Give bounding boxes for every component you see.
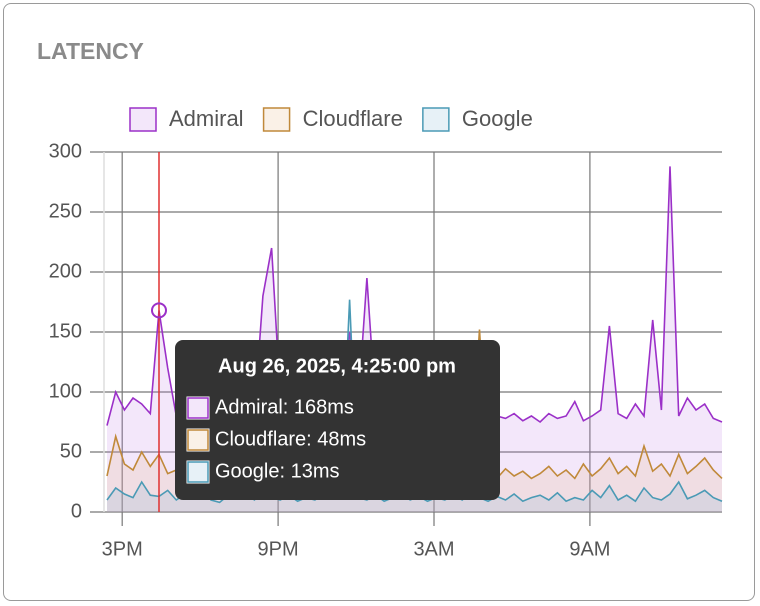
tooltip-box — [175, 340, 500, 500]
y-tick-label: 250 — [49, 200, 82, 222]
legend-swatch — [129, 107, 157, 132]
chart-title: LATENCY — [37, 38, 144, 64]
x-tick-label: 9PM — [258, 538, 299, 560]
tooltip-swatch-fill — [187, 397, 209, 419]
tooltip: Aug 26, 2025, 4:25:00 pm Admiral: 168ms Cl… — [175, 340, 500, 500]
legend-swatch — [422, 107, 450, 132]
x-tick-label: 9AM — [569, 538, 610, 560]
y-tick-label: 150 — [49, 320, 82, 342]
x-tick-label: 3PM — [102, 538, 143, 560]
tooltip-item: Google: 13ms — [215, 460, 340, 482]
y-tick-label: 300 — [49, 140, 82, 162]
y-tick-label: 0 — [71, 500, 82, 522]
tooltip-title: Aug 26, 2025, 4:25:00 pm — [218, 355, 456, 377]
hover-point — [151, 302, 168, 319]
tooltip-swatch — [186, 428, 210, 452]
tooltip-swatch — [186, 396, 210, 420]
tooltip-swatch-fill — [187, 461, 209, 483]
y-tick-label: 50 — [60, 440, 82, 462]
tooltip-item: Admiral: 168ms — [215, 396, 354, 418]
y-tick-label: 100 — [49, 380, 82, 402]
legend-label: Admiral — [169, 106, 244, 131]
y-tick-label: 200 — [49, 260, 82, 282]
x-tick-label: 3AM — [413, 538, 454, 560]
tooltip-swatch — [186, 460, 210, 484]
legend-label: Google — [462, 106, 533, 131]
tooltip-item: Cloudflare: 48ms — [215, 428, 366, 450]
legend-swatch — [262, 107, 291, 132]
legend-label: Cloudflare — [303, 106, 403, 131]
card — [3, 3, 755, 601]
tooltip-swatch-fill — [187, 429, 209, 451]
